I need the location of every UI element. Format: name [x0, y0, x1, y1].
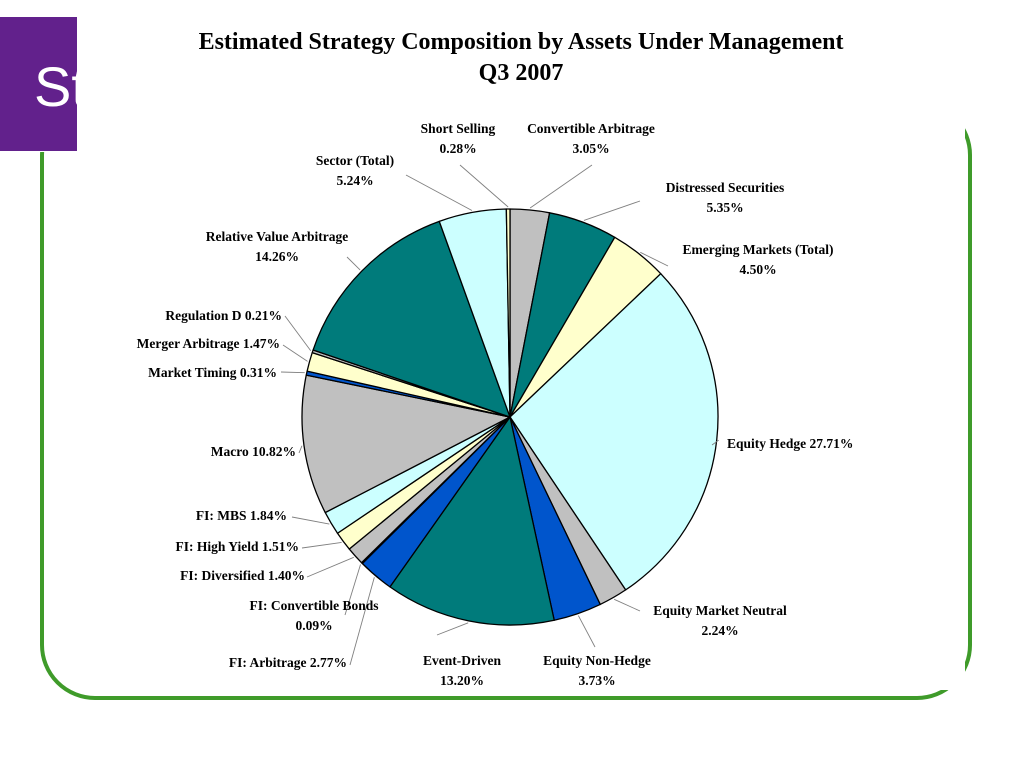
leader-line: [711, 439, 719, 446]
slice-label: FI: Arbitrage 2.77%: [229, 655, 347, 670]
slice-label: Equity Non-Hedge 3.73%: [543, 653, 651, 688]
slice-label: Event-Driven 13.20%: [423, 653, 501, 688]
slice-label: Macro 10.82%: [211, 444, 296, 459]
slice-label: FI: Diversified 1.40%: [180, 568, 305, 583]
slice-label: FI: MBS 1.84%: [196, 508, 287, 523]
pie-slice-macro: [301, 374, 511, 514]
slice-label: Distressed Securities 5.35%: [666, 180, 785, 215]
slice-label: Short Selling 0.28%: [421, 121, 496, 156]
leader-line: [459, 164, 509, 208]
leader-line: [282, 344, 308, 362]
pie-chart: Convertible Arbitrage 3.05% Distressed Sec…: [137, 121, 854, 688]
leader-line: [349, 577, 375, 666]
slice-label: Convertible Arbitrage 3.05%: [527, 121, 655, 156]
chart-subtitle: Q3 2007: [478, 60, 564, 86]
pie-slice-short-selling: [505, 208, 511, 418]
leader-line: [583, 200, 641, 221]
pie-slice-event-driven: [389, 416, 555, 626]
slice-label: FI: Convertible Bonds 0.09%: [249, 598, 378, 633]
chart-title-block: Estimated Strategy Composition by Assets…: [77, 27, 965, 89]
leader-line: [529, 164, 593, 209]
leader-line: [284, 315, 312, 351]
leader-line: [640, 251, 669, 267]
leader-line: [298, 445, 303, 454]
leader-line: [280, 371, 305, 374]
slice-label: Regulation D 0.21%: [165, 308, 282, 323]
slide-title-box: St: [0, 17, 77, 152]
slice-label: Merger Arbitrage 1.47%: [137, 336, 280, 351]
slice-label: Market Timing 0.31%: [148, 365, 277, 380]
leader-line: [436, 622, 469, 636]
pie-slice-equity-hedge: [509, 273, 719, 591]
chart-title: Estimated Strategy Composition by Assets…: [198, 29, 844, 55]
leader-line: [577, 615, 596, 648]
leader-line: [306, 556, 354, 578]
slice-label: FI: High Yield 1.51%: [175, 539, 299, 554]
leader-line: [405, 174, 473, 211]
leader-line: [291, 516, 330, 525]
pie-slice-relative-value-arbitrage: [312, 220, 511, 418]
chart-panel: Estimated Strategy Composition by Assets…: [77, 15, 965, 690]
slice-label: Sector (Total) 5.24%: [316, 153, 394, 188]
leader-line: [346, 256, 361, 271]
leader-line: [301, 542, 342, 549]
slice-label: Equity Market Neutral 2.24%: [653, 603, 787, 638]
title-underline: [0, 151, 77, 152]
leader-line: [613, 598, 641, 612]
slice-label: Relative Value Arbitrage 14.26%: [206, 229, 348, 264]
slice-label: Emerging Markets (Total) 4.50%: [683, 242, 834, 277]
slide-title-fragment: St: [34, 55, 77, 118]
slice-label: Equity Hedge 27.71%: [727, 436, 853, 451]
leader-line: [344, 564, 361, 616]
